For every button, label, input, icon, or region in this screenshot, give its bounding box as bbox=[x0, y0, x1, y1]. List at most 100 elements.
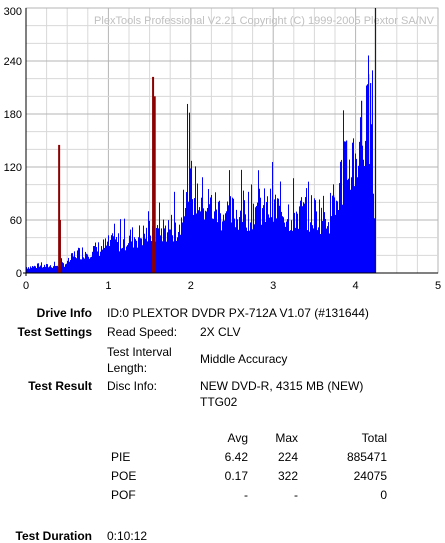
pie-bar bbox=[131, 241, 132, 273]
pie-bar bbox=[195, 166, 196, 273]
pie-bar bbox=[324, 212, 325, 273]
pie-bar bbox=[335, 214, 336, 273]
pie-bar bbox=[224, 220, 225, 273]
pie-bar bbox=[310, 222, 311, 273]
pie-bar bbox=[323, 195, 324, 273]
pie-bar bbox=[33, 266, 34, 273]
pie-bar bbox=[182, 222, 183, 273]
pie-bar bbox=[120, 219, 121, 273]
pie-bar bbox=[89, 258, 90, 273]
pie-bar bbox=[252, 229, 253, 273]
pie-bar bbox=[326, 228, 327, 273]
pie-bar bbox=[215, 192, 216, 273]
pie-bar bbox=[292, 230, 293, 273]
pie-bar bbox=[168, 220, 169, 273]
pie-bar bbox=[122, 247, 123, 273]
y-tick-label: 60 bbox=[10, 215, 22, 227]
pie-bar bbox=[133, 247, 134, 273]
pie-bar bbox=[303, 202, 304, 273]
axes bbox=[23, 8, 438, 276]
pie-bar bbox=[238, 229, 239, 273]
pie-bar bbox=[190, 168, 191, 273]
pie-bar bbox=[265, 221, 266, 273]
test-result-label: Test Result bbox=[28, 379, 92, 393]
pie-bar bbox=[170, 229, 171, 273]
pie-bar bbox=[261, 224, 262, 273]
pie-bar bbox=[95, 242, 96, 273]
pie-bar bbox=[313, 228, 314, 273]
pie-bar bbox=[372, 70, 373, 273]
pie-bar bbox=[315, 200, 316, 273]
pie-bar bbox=[359, 141, 360, 273]
pie-bar bbox=[202, 177, 203, 273]
row-pie-max: 224 bbox=[277, 450, 298, 464]
pie-bar bbox=[105, 238, 106, 273]
pie-bar bbox=[249, 230, 250, 273]
x-tick-label: 4 bbox=[353, 280, 359, 292]
pie-bar bbox=[118, 233, 119, 273]
pie-bar bbox=[228, 205, 229, 273]
test-duration-label: Test Duration bbox=[15, 529, 92, 543]
pie-bar bbox=[41, 262, 42, 273]
pie-spike bbox=[368, 74, 370, 273]
pie-bar bbox=[136, 240, 137, 273]
pie-bar bbox=[352, 142, 353, 273]
pie-bar bbox=[37, 263, 38, 273]
pie-bar bbox=[114, 223, 115, 273]
pie-bar bbox=[248, 191, 249, 273]
pie-bar bbox=[306, 188, 307, 273]
pie-bar bbox=[119, 251, 120, 273]
pie-bar bbox=[159, 202, 160, 273]
row-pof-avg: - bbox=[244, 488, 248, 502]
pie-bar bbox=[164, 228, 165, 273]
x-tick-label: 1 bbox=[105, 280, 111, 292]
pie-bar bbox=[288, 204, 289, 273]
pie-bar bbox=[340, 161, 341, 273]
pie-bar bbox=[262, 208, 263, 273]
pie-bar bbox=[240, 210, 241, 273]
pie-bar bbox=[31, 267, 32, 273]
col-header-max: Max bbox=[275, 431, 298, 445]
pie-bar bbox=[197, 183, 198, 273]
row-pie-avg: 6.42 bbox=[224, 450, 248, 464]
pie-bar bbox=[211, 194, 212, 273]
drive-info-value: ID:0 PLEXTOR DVDR PX-712A V1.07 (#131644… bbox=[107, 306, 369, 320]
pof-spike bbox=[152, 76, 155, 274]
pie-bar bbox=[367, 84, 368, 274]
row-poe-name: POE bbox=[111, 469, 137, 483]
pie-bar bbox=[239, 217, 240, 273]
pie-bar bbox=[39, 266, 40, 273]
pie-bar bbox=[342, 204, 343, 273]
pie-bar bbox=[49, 266, 50, 273]
pie-bar bbox=[103, 239, 104, 273]
pie-bar bbox=[94, 246, 95, 273]
pie-bar bbox=[362, 145, 363, 273]
pie-bar bbox=[266, 201, 267, 273]
pie-bar bbox=[38, 263, 39, 273]
interval-value: Middle Accuracy bbox=[200, 352, 288, 366]
pie-bar bbox=[264, 188, 265, 273]
pie-bar bbox=[212, 218, 213, 273]
pie-bar bbox=[186, 192, 187, 273]
pie-bar bbox=[279, 205, 280, 273]
pie-bar bbox=[358, 165, 359, 273]
y-tick-label: 0 bbox=[16, 268, 22, 280]
pie-bar bbox=[52, 267, 53, 273]
pie-bar bbox=[349, 159, 350, 273]
pie-bar bbox=[81, 259, 82, 273]
pie-bar bbox=[185, 208, 186, 273]
pie-bar bbox=[29, 268, 30, 273]
pie-bar bbox=[332, 195, 333, 273]
pie-bar bbox=[284, 222, 285, 273]
pie-bar bbox=[374, 218, 375, 273]
pie-bar bbox=[28, 267, 29, 273]
pie-bar bbox=[48, 267, 49, 273]
pie-spike bbox=[370, 83, 372, 273]
x-tick-label: 2 bbox=[188, 280, 194, 292]
pie-bar bbox=[316, 211, 317, 273]
pie-bar bbox=[204, 219, 205, 273]
pie-bar bbox=[126, 246, 127, 273]
pie-bar bbox=[121, 248, 122, 273]
pie-bar bbox=[269, 217, 270, 273]
pie-bar bbox=[226, 211, 227, 273]
